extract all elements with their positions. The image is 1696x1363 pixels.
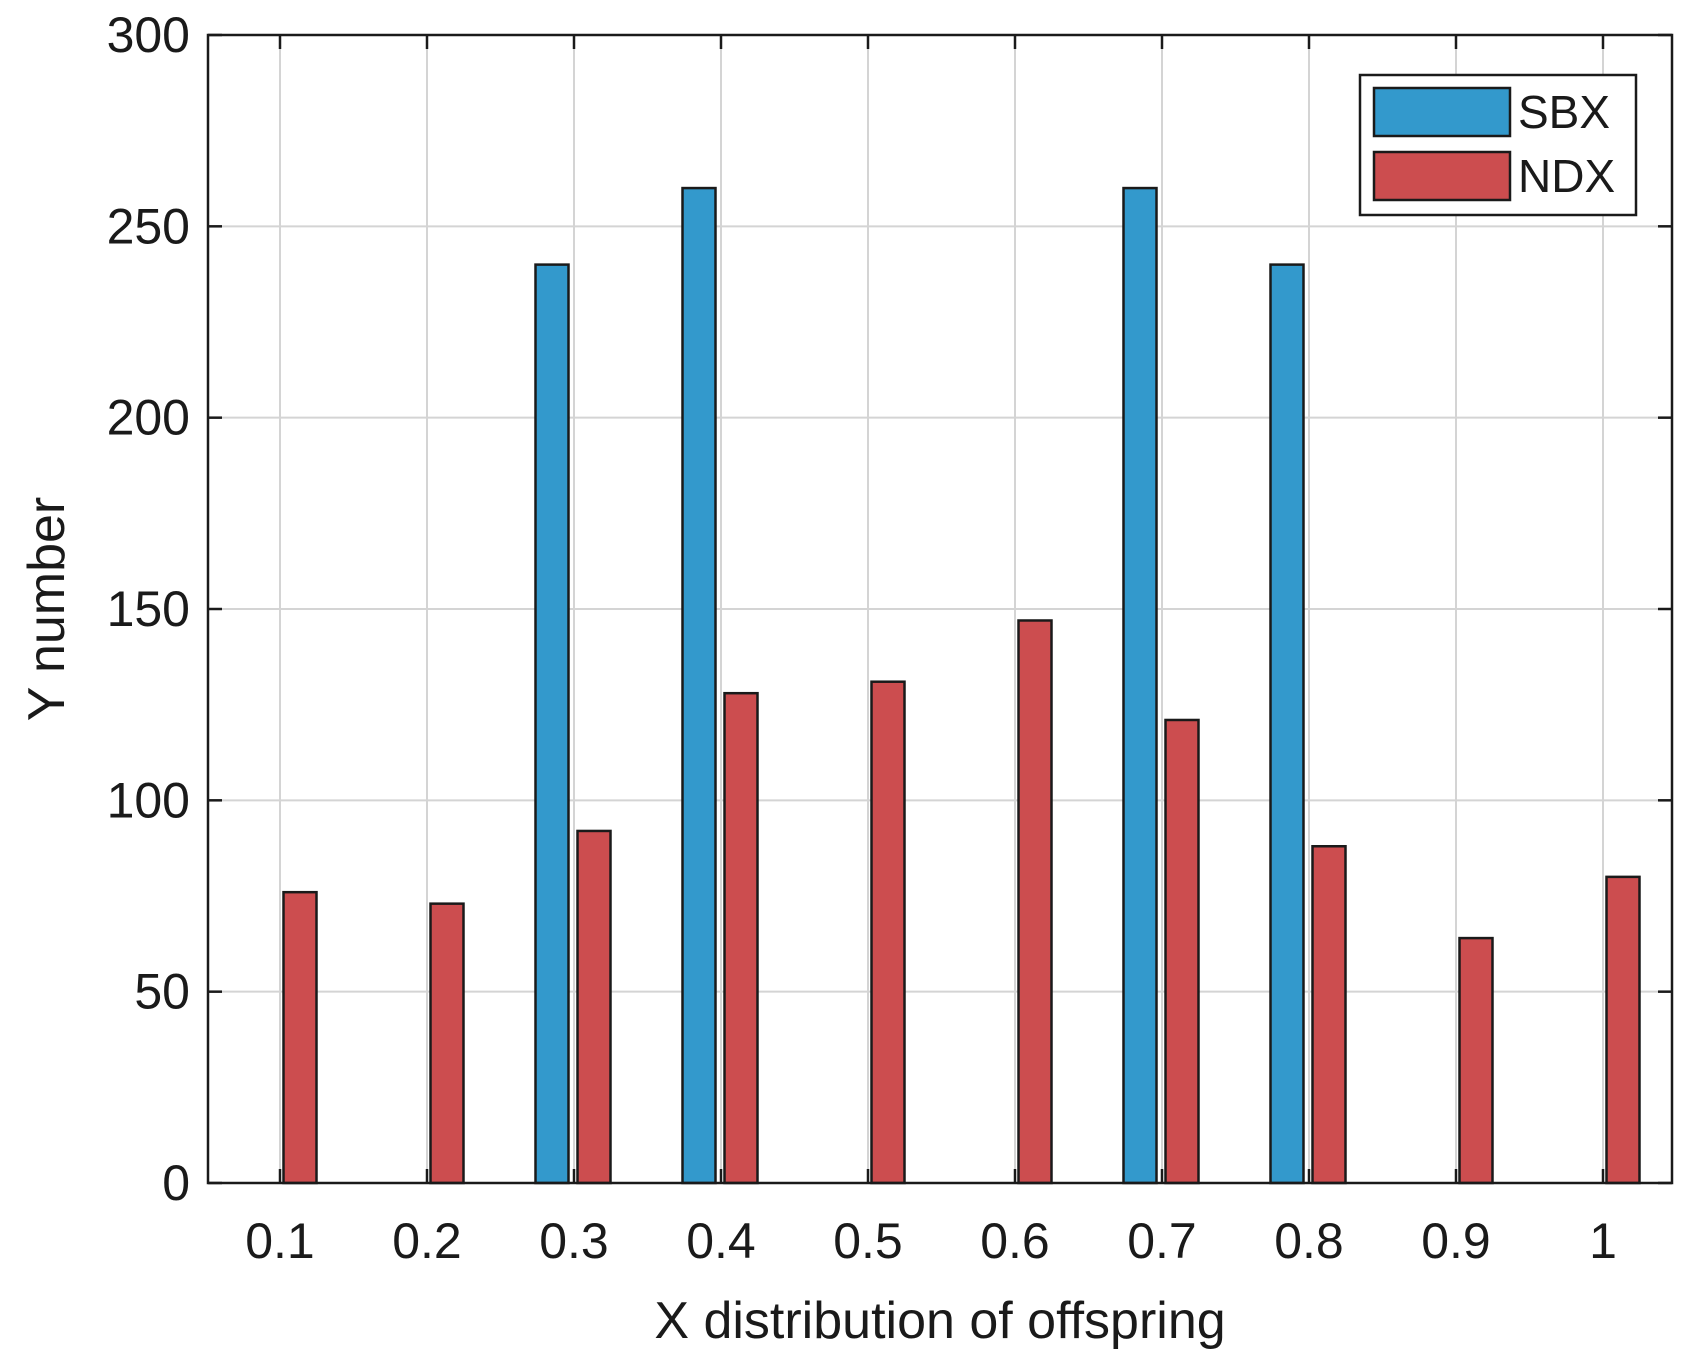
bar-ndx-0.6	[1017, 619, 1053, 1185]
legend-label-sbx: SBX	[1518, 86, 1610, 138]
x-tick-label: 0.1	[245, 1213, 315, 1269]
legend-swatch-sbx	[1372, 86, 1512, 138]
y-tick-label: 50	[134, 964, 190, 1020]
bar-ndx-0.9	[1458, 936, 1494, 1185]
legend: SBX NDX	[1358, 73, 1638, 217]
y-tick-label: 300	[107, 7, 190, 63]
bar-sbx-0.8	[1269, 263, 1305, 1185]
y-tick-label: 100	[107, 772, 190, 828]
x-tick-label: 0.9	[1421, 1213, 1491, 1269]
x-tick-label: 0.2	[392, 1213, 462, 1269]
legend-label-ndx: NDX	[1518, 150, 1615, 202]
x-tick-label: 0.7	[1127, 1213, 1197, 1269]
bar-ndx-0.4	[723, 691, 759, 1185]
bar-ndx-0.1	[282, 890, 318, 1185]
bar-sbx-0.4	[681, 186, 717, 1185]
x-tick-label: 0.4	[686, 1213, 756, 1269]
grid	[208, 35, 1672, 1183]
bar-ndx-0.8	[1311, 845, 1347, 1185]
x-tick-label: 1	[1589, 1213, 1617, 1269]
y-tick-label: 0	[162, 1155, 190, 1211]
bar-sbx-0.3	[534, 263, 570, 1185]
x-axis-title: X distribution of offspring	[654, 1292, 1225, 1350]
x-tick-labels: 0.1 0.2 0.3 0.4 0.5 0.6 0.7 0.8 0.9 1	[245, 1213, 1617, 1269]
x-tick-label: 0.8	[1274, 1213, 1344, 1269]
bar-ndx-0.7	[1164, 718, 1200, 1185]
x-tick-label: 0.3	[539, 1213, 609, 1269]
bar-ndx-1	[1605, 875, 1641, 1185]
legend-swatch-ndx	[1372, 150, 1512, 202]
bars	[282, 186, 1641, 1185]
y-tick-labels: 0 50 100 150 200 250 300	[107, 7, 190, 1211]
bar-sbx-0.7	[1122, 186, 1158, 1185]
x-tick-label: 0.6	[980, 1213, 1050, 1269]
y-tick-label: 150	[107, 581, 190, 637]
y-tick-label: 200	[107, 390, 190, 446]
y-axis-title: Y number	[18, 497, 76, 722]
bar-ndx-0.2	[429, 902, 465, 1185]
tick-marks	[208, 33, 1672, 1185]
bar-ndx-0.3	[576, 829, 612, 1185]
x-tick-label: 0.5	[833, 1213, 903, 1269]
y-tick-label: 250	[107, 198, 190, 254]
bar-ndx-0.5	[870, 680, 906, 1185]
